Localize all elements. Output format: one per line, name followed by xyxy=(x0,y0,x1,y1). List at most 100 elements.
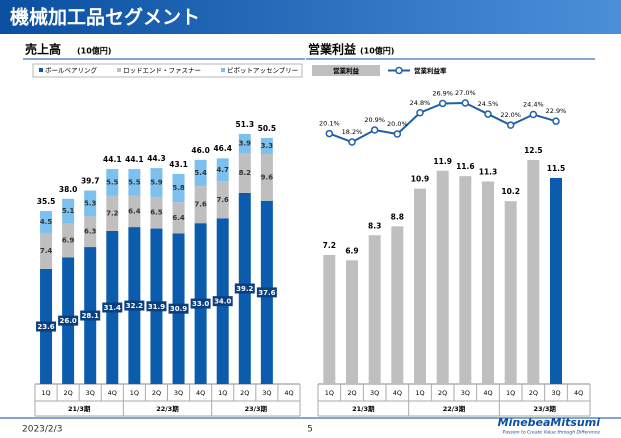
line-label: 27.0% xyxy=(455,89,476,97)
line-marker xyxy=(484,110,492,118)
value-label: 5.5 xyxy=(106,178,119,186)
value-label: 34.0 xyxy=(214,298,231,306)
legend-label: 営業利益率 xyxy=(414,66,447,75)
x-tick-label: 3Q xyxy=(86,389,95,397)
bar-segment xyxy=(40,210,53,233)
bar-segment xyxy=(150,196,163,229)
total-label: 46.0 xyxy=(191,146,210,155)
line-marker xyxy=(325,129,334,138)
x-tick-label: 1Q xyxy=(130,389,139,397)
value-label: 28.1 xyxy=(82,312,99,320)
x-tick-label: 4Q xyxy=(284,389,293,397)
bar xyxy=(482,181,494,384)
bar-segment xyxy=(40,232,53,269)
line-label: 24.8% xyxy=(410,99,431,107)
x-tick-label: 2Q xyxy=(438,389,447,397)
value-label: 7.2 xyxy=(323,241,336,250)
value-label: 4.7 xyxy=(217,166,230,174)
value-label-bg xyxy=(234,283,255,294)
x-tick-label: 2Q xyxy=(529,389,538,397)
period-label: 21/3期 xyxy=(68,404,91,413)
bar-segment xyxy=(128,195,141,228)
line-marker xyxy=(438,99,447,108)
logo: MinebeaMitsumi xyxy=(498,416,601,429)
x-tick-label: 1Q xyxy=(415,389,424,397)
value-label-bg xyxy=(58,315,79,326)
legend-swatch xyxy=(117,68,121,72)
x-tick-label: 4Q xyxy=(483,389,492,397)
line-label: 24.5% xyxy=(478,100,499,108)
x-tick-label: 3Q xyxy=(262,389,271,397)
value-label-bg xyxy=(102,302,123,313)
page-number: 5 xyxy=(307,425,313,435)
line-label: 20.1% xyxy=(319,120,340,128)
total-label: 44.1 xyxy=(125,155,144,164)
value-label-bg xyxy=(256,287,277,298)
period-label: 23/3期 xyxy=(533,404,556,413)
total-label: 35.5 xyxy=(37,197,56,206)
legend-marker xyxy=(395,66,403,75)
value-label: 7.4 xyxy=(40,247,53,255)
x-tick-label: 3Q xyxy=(370,389,379,397)
bar xyxy=(436,170,449,384)
bar xyxy=(504,201,517,384)
line-marker xyxy=(370,126,379,134)
value-label: 6.4 xyxy=(128,207,141,215)
period-label: 22/3期 xyxy=(156,404,179,413)
line-label: 26.9% xyxy=(432,89,453,97)
line-marker xyxy=(461,99,470,107)
x-tick-label: 1Q xyxy=(506,389,515,397)
bar-segment xyxy=(150,168,163,197)
chart-title: 営業利益 xyxy=(308,42,356,57)
value-label: 3.9 xyxy=(239,140,252,148)
legend-label: 営業利益 xyxy=(333,66,360,75)
value-label: 9.6 xyxy=(261,173,274,181)
value-label-bg xyxy=(146,301,167,312)
value-label: 11.5 xyxy=(547,164,566,173)
value-label: 7.2 xyxy=(106,209,119,217)
line-label: 20.9% xyxy=(364,116,385,124)
value-label: 8.8 xyxy=(391,212,404,221)
footer-date: 2023/2/3 xyxy=(22,425,62,435)
value-label-bg xyxy=(124,300,145,311)
value-label: 31.4 xyxy=(104,304,121,312)
value-label: 5.4 xyxy=(194,169,207,177)
legend-swatch xyxy=(312,65,380,76)
value-label: 5.1 xyxy=(62,207,75,215)
x-tick-label: 2Q xyxy=(347,389,356,397)
bar-segment xyxy=(128,169,141,196)
bar-segment xyxy=(260,153,273,201)
line-marker xyxy=(506,121,515,129)
value-label: 12.5 xyxy=(524,146,543,155)
legend-swatch xyxy=(39,68,43,72)
value-label: 30.9 xyxy=(170,305,187,313)
value-label: 6.9 xyxy=(62,236,75,244)
bar xyxy=(346,260,358,384)
bar-segment xyxy=(216,181,229,219)
bar-segment xyxy=(172,173,185,203)
legend-label: ロッドエンド・ファスナー xyxy=(123,67,201,75)
value-label-bg xyxy=(190,298,211,309)
value-label: 6.9 xyxy=(345,246,358,255)
x-tick-label: 4Q xyxy=(393,389,402,397)
x-tick-label: 1Q xyxy=(325,389,334,397)
line-label: 18.2% xyxy=(342,128,363,136)
bar-segment xyxy=(238,153,251,193)
bar-segment xyxy=(106,169,119,196)
total-label: 43.1 xyxy=(169,160,188,169)
tagline: Passion to Create Value through Differen… xyxy=(503,430,601,436)
bar-segment xyxy=(260,137,273,154)
line-label: 22.9% xyxy=(546,107,567,115)
value-label: 8.2 xyxy=(239,169,252,177)
x-tick-label: 3Q xyxy=(174,389,183,397)
x-tick-label: 4Q xyxy=(574,389,583,397)
bar-segment xyxy=(216,158,229,182)
value-label: 11.9 xyxy=(433,157,452,166)
value-label: 33.0 xyxy=(192,300,209,308)
value-label-bg xyxy=(168,303,189,314)
value-label: 32.2 xyxy=(126,302,143,310)
x-tick-label: 2Q xyxy=(240,389,249,397)
chart-unit: (10億円) xyxy=(77,46,111,56)
total-label: 44.3 xyxy=(147,154,166,163)
value-label: 26.0 xyxy=(59,317,76,325)
